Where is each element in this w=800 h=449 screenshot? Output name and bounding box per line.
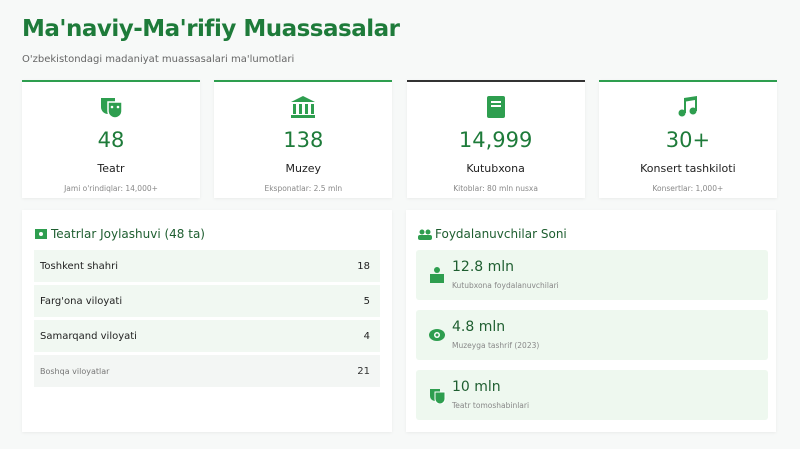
icon: [418, 229, 432, 240]
location-row: Samarqand viloyati 4: [34, 320, 380, 352]
location-count: 18: [357, 260, 370, 272]
user-label: Teatr tomoshabinlari: [452, 401, 530, 410]
title: Ma'naviy-Ma'rifiy Muassasalar: [22, 16, 400, 42]
location-count: 21: [357, 365, 370, 377]
icon: [678, 96, 697, 117]
stat-card: 14,999 Kutubxona Kitoblar: 80 mln nusxa: [406, 80, 585, 198]
subtitle: O'zbekistondagi madaniyat muassasalari m…: [22, 54, 295, 65]
stat-label: Muzey: [285, 162, 322, 175]
stat-value: 30+: [665, 128, 711, 152]
stat-value: 48: [97, 128, 125, 152]
stat-value: 14,999: [458, 128, 533, 152]
icon: [430, 389, 446, 404]
icon: [291, 96, 316, 118]
location-name: Farg'ona viloyati: [40, 295, 123, 307]
user-value: 10 mln: [452, 379, 501, 395]
icon: [101, 98, 123, 119]
user-label: Muzeyga tashrif (2023): [452, 341, 540, 350]
left-panel: Teatrlar Joylashuvi (48 ta) Toshkent sha…: [22, 210, 392, 432]
user-item: 10 mln Teatr tomoshabinlari: [416, 370, 768, 420]
stat-note: Jami o'rindiqlar: 14,000+: [64, 184, 158, 193]
location-count: 5: [363, 295, 370, 307]
user-value: 12.8 mln: [452, 259, 515, 275]
location-name: Boshqa viloyatlar: [40, 366, 110, 376]
location-row: Boshqa viloyatlar 21: [34, 355, 380, 387]
user-item: 4.8 mln Muzeyga tashrif (2023): [416, 310, 768, 360]
stat-card: 138 Muzey Eksponatlar: 2.5 mln: [214, 80, 393, 198]
panel-title: Teatrlar Joylashuvi (48 ta): [51, 227, 205, 241]
stat-note: Konsertlar: 1,000+: [652, 184, 724, 193]
stat-label: Kutubxona: [466, 162, 525, 175]
panel-title: Foydalanuvchilar Soni: [435, 227, 567, 241]
location-row: Farg'ona viloyati 5: [34, 285, 380, 317]
stat-label: Konsert tashkiloti: [640, 162, 736, 175]
stat-label: Teatr: [97, 162, 125, 175]
location-name: Samarqand viloyati: [40, 330, 137, 342]
panel-heading: Foydalanuvchilar Soni: [418, 227, 567, 241]
stat-card: 30+ Konsert tashkiloti Konsertlar: 1,000+: [598, 80, 777, 198]
stat-note: Kitoblar: 80 mln nusxa: [453, 184, 538, 193]
icon: [35, 229, 47, 239]
user-label: Kutubxona foydalanuvchilari: [452, 281, 559, 290]
icon: [429, 329, 445, 341]
stat-note: Eksponatlar: 2.5 mln: [264, 184, 343, 193]
icon: [430, 267, 444, 283]
panel-heading: Teatrlar Joylashuvi (48 ta): [34, 227, 205, 241]
stat-card: 48 Teatr Jami o'rindiqlar: 14,000+: [22, 80, 200, 198]
user-item: 12.8 mln Kutubxona foydalanuvchilari: [416, 250, 768, 300]
right-panel: Foydalanuvchilar Soni 12.8 mln Kutubxona …: [406, 210, 776, 432]
icon: [486, 96, 505, 118]
stat-value: 138: [283, 128, 324, 152]
location-name: Toshkent shahri: [40, 260, 119, 272]
user-value: 4.8 mln: [452, 319, 506, 335]
location-count: 4: [363, 330, 370, 342]
location-row: Toshkent shahri 18: [34, 250, 380, 282]
